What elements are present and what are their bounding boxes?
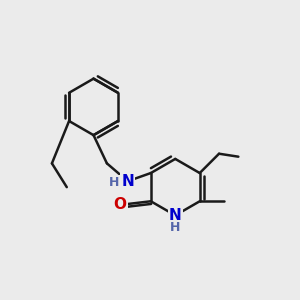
Text: N: N	[169, 208, 182, 223]
Text: N: N	[121, 174, 134, 189]
Text: H: H	[109, 176, 119, 189]
Text: H: H	[170, 221, 181, 234]
Text: O: O	[114, 197, 127, 212]
